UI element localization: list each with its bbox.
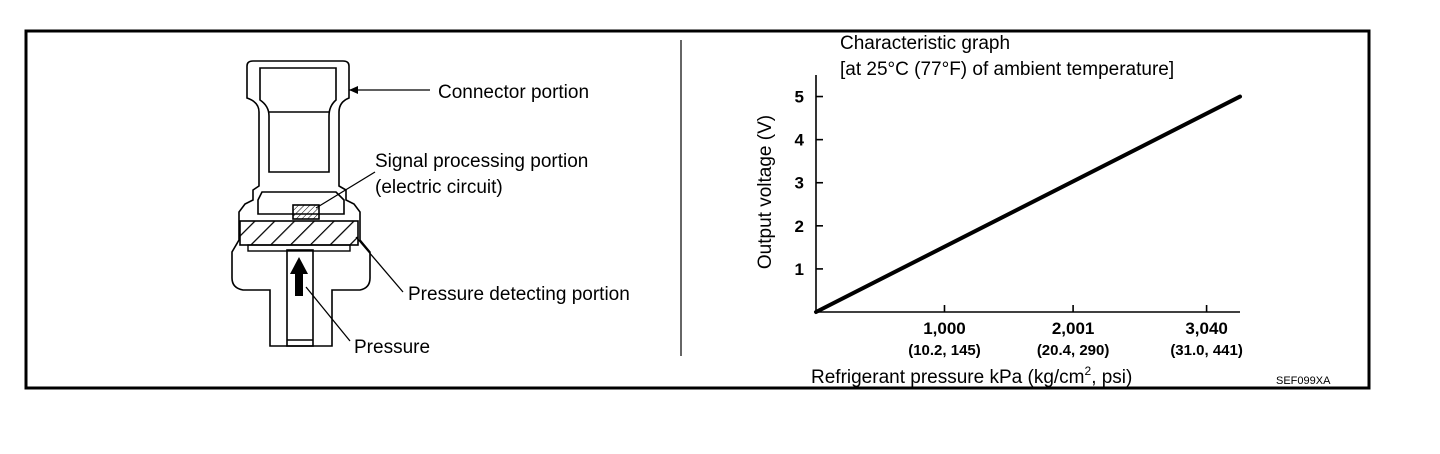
pressure-detecting-element: [239, 220, 359, 246]
y-tick-label: 2: [795, 217, 804, 236]
x-tick-sublabel: (10.2, 145): [908, 342, 981, 359]
x-tick-sublabel: (31.0, 441): [1170, 342, 1243, 359]
x-tick-sublabel: (20.4, 290): [1037, 342, 1110, 359]
label-signal-processing: Signal processing portion: [375, 151, 588, 172]
figure-frame: [24, 29, 1371, 390]
label-pressure-detecting: Pressure detecting portion: [408, 284, 630, 305]
x-axis-label: Refrigerant pressure kPa (kg/cm2, psi): [811, 364, 1132, 388]
x-tick-label: 1,000: [923, 319, 966, 338]
label-connector-portion: Connector portion: [438, 82, 589, 103]
pressure-arrow-icon: [290, 257, 308, 296]
chart-title-line2: [at 25°C (77°F) of ambient temperature]: [840, 59, 1174, 80]
y-tick-label: 4: [795, 131, 805, 150]
y-tick-label: 3: [795, 174, 804, 193]
label-pressure: Pressure: [354, 337, 430, 358]
leader-pressure: [305, 286, 351, 342]
y-axis-label: Output voltage (V): [755, 115, 776, 269]
x-axis-label-main: Refrigerant pressure kPa (kg/cm: [811, 367, 1085, 388]
connector-inner: [259, 67, 337, 173]
y-tick-label: 5: [795, 88, 804, 107]
signal-processing-chip: [292, 204, 320, 220]
x-axis-label-tail: , psi): [1091, 367, 1132, 388]
series-line: [814, 94, 1242, 314]
housing-inner: [257, 191, 345, 215]
leader-pressure-detecting: [355, 236, 404, 293]
chart: Characteristic graph [at 25°C (77°F) of …: [755, 33, 1243, 388]
label-electric-circuit: (electric circuit): [375, 177, 503, 198]
leader-lines: [305, 86, 430, 342]
y-ticks: 1 2 3 4 5: [795, 88, 823, 279]
x-ticks: 1,000 (10.2, 145) 2,001 (20.4, 290) 3,040 (31…: [908, 305, 1243, 359]
sensor-illustration: [231, 60, 371, 347]
chart-title-line1: Characteristic graph: [840, 33, 1010, 54]
x-tick-label: 3,040: [1185, 319, 1228, 338]
pressure-channel: [286, 249, 314, 347]
connector-body: [231, 60, 371, 347]
y-tick-label: 1: [795, 260, 804, 279]
leader-signal: [315, 171, 376, 209]
pressure-detecting-base: [247, 244, 351, 252]
x-axis-label-sup: 2: [1085, 364, 1092, 378]
series: [814, 94, 1242, 314]
figure-code: SEF099XA: [1276, 375, 1331, 387]
leader-connector-arrowhead: [349, 86, 358, 94]
x-tick-label: 2,001: [1052, 319, 1095, 338]
